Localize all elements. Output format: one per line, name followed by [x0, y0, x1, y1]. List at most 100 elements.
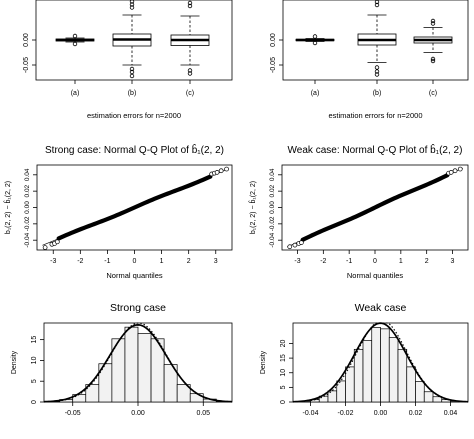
p1-y-tick-label: 0.00: [270, 33, 277, 47]
p1-outlier-point: [374, 69, 380, 74]
p0-outlier-point: [129, 5, 135, 10]
p4-y-tick-label: 10: [31, 356, 38, 364]
p2-x-tick-label: 0: [133, 258, 137, 265]
p0-outlier-point: [187, 3, 193, 9]
p1-x-tick-label: (a): [311, 90, 320, 97]
p3-y-tick-label: 0.02: [269, 184, 276, 197]
p0-y-tick-label: -0.05: [23, 57, 30, 73]
p4-y-tick-label: 0: [31, 400, 38, 404]
p0-outlier-point: [187, 0, 193, 6]
p1-outlier-point: [430, 21, 436, 26]
p2-qq-point: [218, 168, 224, 174]
p2-x-tick-label: 3: [214, 258, 218, 265]
p3-qq-point: [299, 240, 304, 245]
p4-histogram-bar: [124, 326, 139, 403]
p1-outlier-point: [374, 2, 380, 8]
p4-histogram-bar: [176, 384, 191, 403]
p2-x-tick-label: 2: [187, 258, 191, 265]
p2-y-tick-label: -0.02: [24, 216, 31, 231]
p0-outlier-point: [72, 33, 78, 39]
p2-chart-title: Strong case: Normal Q-Q Plot of b̂₁(2, 2…: [45, 142, 224, 156]
p1-x-tick-label: (b): [373, 90, 382, 97]
p0-outlier-point: [129, 2, 135, 7]
p2-y-tick-label: 0.00: [24, 201, 31, 214]
p3-x-tick-label: 3: [451, 258, 455, 265]
p3-y-tick-label: 0.04: [269, 168, 276, 181]
p5-histogram-bar: [327, 390, 338, 403]
p4-histogram-bar: [189, 393, 204, 403]
p4-density-curve-solid: [43, 323, 233, 403]
p5-histogram-bar: [423, 391, 434, 403]
p2-x-tick-label: -1: [104, 258, 110, 265]
p3-qq-point: [452, 168, 458, 174]
p3-qq-reference-line: [287, 167, 463, 248]
p3-x-tick-label: -3: [294, 258, 300, 265]
p4-y-tick-label: 5: [31, 379, 38, 383]
p1-outlier-point: [430, 56, 436, 62]
p3-y-tick-label: -0.04: [269, 232, 276, 247]
p0-x-tick-label: (b): [128, 90, 137, 97]
p2-x-tick-label: -3: [50, 258, 56, 265]
p5-y-tick-label: 10: [280, 369, 287, 377]
p5-histogram-bar: [336, 380, 346, 403]
p2-qq-point: [54, 239, 60, 245]
p3-x-tick-label: 1: [399, 258, 403, 265]
p5-histogram-bar: [406, 366, 416, 403]
p5-y-tick-label: 15: [280, 354, 287, 362]
p0-y-tick-label: 0.00: [23, 33, 30, 47]
p2-y-tick-label: -0.04: [24, 232, 31, 247]
p0-outlier-point: [72, 41, 78, 47]
p5-histogram-bar: [432, 396, 443, 403]
p5-histogram-bar: [353, 348, 364, 403]
p4-density-curve-dotted: [43, 322, 233, 403]
p5-histogram-bar: [415, 381, 425, 403]
p1-outlier-point: [430, 58, 436, 64]
p0-outlier-point: [129, 0, 135, 4]
p3-qq-point: [448, 170, 454, 175]
p1-outlier-point: [430, 18, 436, 24]
p2-y-tick-label: 0.04: [24, 168, 31, 181]
p3-qq-point: [292, 242, 298, 248]
p0-x-tick-label: (c): [186, 90, 194, 97]
p3-y-tick-label: 0.00: [269, 201, 276, 214]
p3-x-axis-label: Normal quantiles: [347, 271, 404, 280]
p5-y-tick-label: 20: [280, 339, 287, 347]
p0-outlier-point: [129, 66, 135, 72]
p3-y-tick-label: -0.02: [269, 216, 276, 231]
p4-x-tick-label: -0.05: [65, 410, 81, 417]
p3-x-tick-label: -1: [346, 258, 352, 265]
p5-histogram-bar: [362, 340, 373, 403]
p0-outlier-point: [129, 73, 135, 79]
p0-outlier-point: [187, 71, 193, 76]
p5-chart-title: Weak case: [355, 302, 407, 314]
p1-x-axis-label: estimation errors for n=2000: [328, 111, 422, 120]
p3-qq-point: [457, 166, 463, 172]
p5-histogram-bar: [380, 328, 390, 403]
p2-qq-point: [214, 170, 220, 175]
p0-outlier-point: [187, 68, 193, 73]
p0-x-tick-label: (a): [71, 90, 80, 97]
p5-x-tick-label: -0.02: [338, 410, 354, 417]
p0-outlier-point: [129, 69, 135, 75]
p5-x-tick-label: 0.02: [409, 410, 423, 417]
p3-x-tick-label: 0: [373, 258, 377, 265]
p5-histogram-bar: [371, 327, 381, 403]
p0-x-axis-label: estimation errors for n=2000: [87, 111, 181, 120]
p1-x-tick-label: (c): [429, 90, 437, 97]
p2-qq-point: [224, 166, 229, 172]
p2-qq-point: [42, 245, 48, 250]
p3-x-tick-label: 2: [425, 258, 429, 265]
p4-x-tick-label: 0.05: [196, 410, 210, 417]
p1-y-tick-label: -0.05: [270, 57, 277, 73]
p5-histogram-bar: [388, 337, 399, 403]
p2-x-tick-label: 1: [160, 258, 164, 265]
p5-x-tick-label: -0.04: [303, 410, 319, 417]
p5-y-tick-label: 5: [280, 385, 287, 389]
p5-x-tick-label: 0.00: [374, 410, 388, 417]
p1-outlier-point: [312, 40, 318, 46]
p4-y-tick-label: 15: [31, 336, 38, 344]
p3-x-tick-label: -2: [320, 258, 326, 265]
p2-y-axis-label: b₁(2, 2) − b̂₁(2, 2): [4, 181, 12, 234]
p4-chart-title: Strong case: [110, 302, 166, 314]
p5-y-axis-label: Density: [260, 350, 267, 374]
